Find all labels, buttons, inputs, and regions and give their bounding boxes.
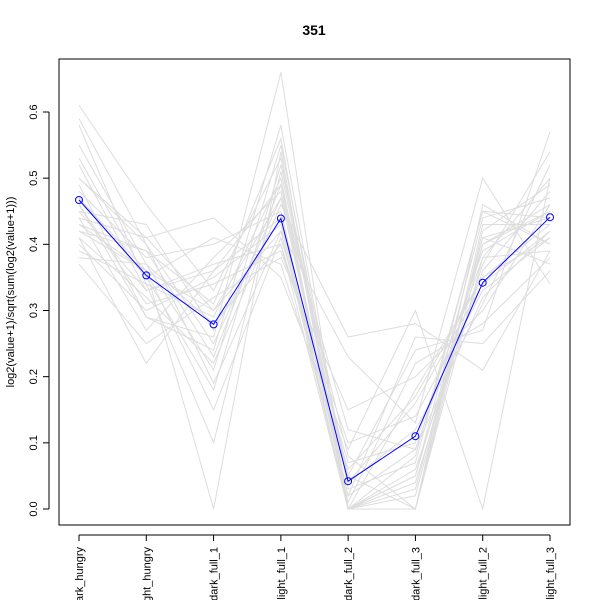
highlight-point [142,271,151,280]
y-axis-label: log2(value+1)/sqrt(sum(log2(value+1))) [5,197,17,388]
y-tick-label: 0.1 [28,435,40,450]
background-series-line [78,125,551,490]
y-tick-label: 0.0 [28,501,40,516]
x-tick-label: light_hungry [141,547,153,600]
y-axis: 0.0 0.1 0.2 0.3 0.4 0.5 0.6 [28,104,50,517]
highlight-series-group [75,196,554,486]
highlight-point [546,213,554,222]
highlight-point [209,320,218,329]
background-series-line [78,164,551,510]
highlight-point [411,432,420,441]
background-series-line [78,136,550,510]
x-tick-label: light_full_1 [276,547,288,600]
highlight-series-line [78,199,551,483]
x-tick-label: dark_full_2 [343,547,355,600]
background-series-line [78,203,551,371]
highlight-point [344,477,353,486]
background-series-line [78,125,551,510]
background-series-line [78,237,551,510]
plot-frame [58,58,571,526]
x-tick-label: dark_hungry [74,547,86,600]
x-tick-label: dark_full_3 [410,547,422,600]
x-axis: dark_hungry light_hungry dark_full_1 light_… [74,534,557,600]
x-tick-label: light_full_3 [545,547,557,600]
background-series-line [78,176,551,424]
highlight-point [478,278,487,287]
background-series-line [78,217,551,510]
highlight-point [276,214,285,223]
background-series-line [78,164,551,510]
y-tick-label: 0.5 [28,171,40,186]
background-series-line [78,151,551,510]
y-tick-label: 0.6 [28,104,40,119]
background-series-line [78,183,551,510]
y-tick-label: 0.3 [28,303,40,318]
y-tick-label: 0.2 [28,369,40,384]
chart-title: 351 [302,22,326,38]
y-tick-label: 0.4 [28,237,40,252]
highlight-point [75,196,83,204]
background-series-line [78,190,551,498]
background-series-line [78,210,551,471]
background-series-line [78,131,551,478]
x-tick-label: light_full_2 [478,547,490,600]
background-series-line [78,72,551,510]
x-tick-label: dark_full_1 [209,547,221,600]
background-series-line [78,196,551,451]
